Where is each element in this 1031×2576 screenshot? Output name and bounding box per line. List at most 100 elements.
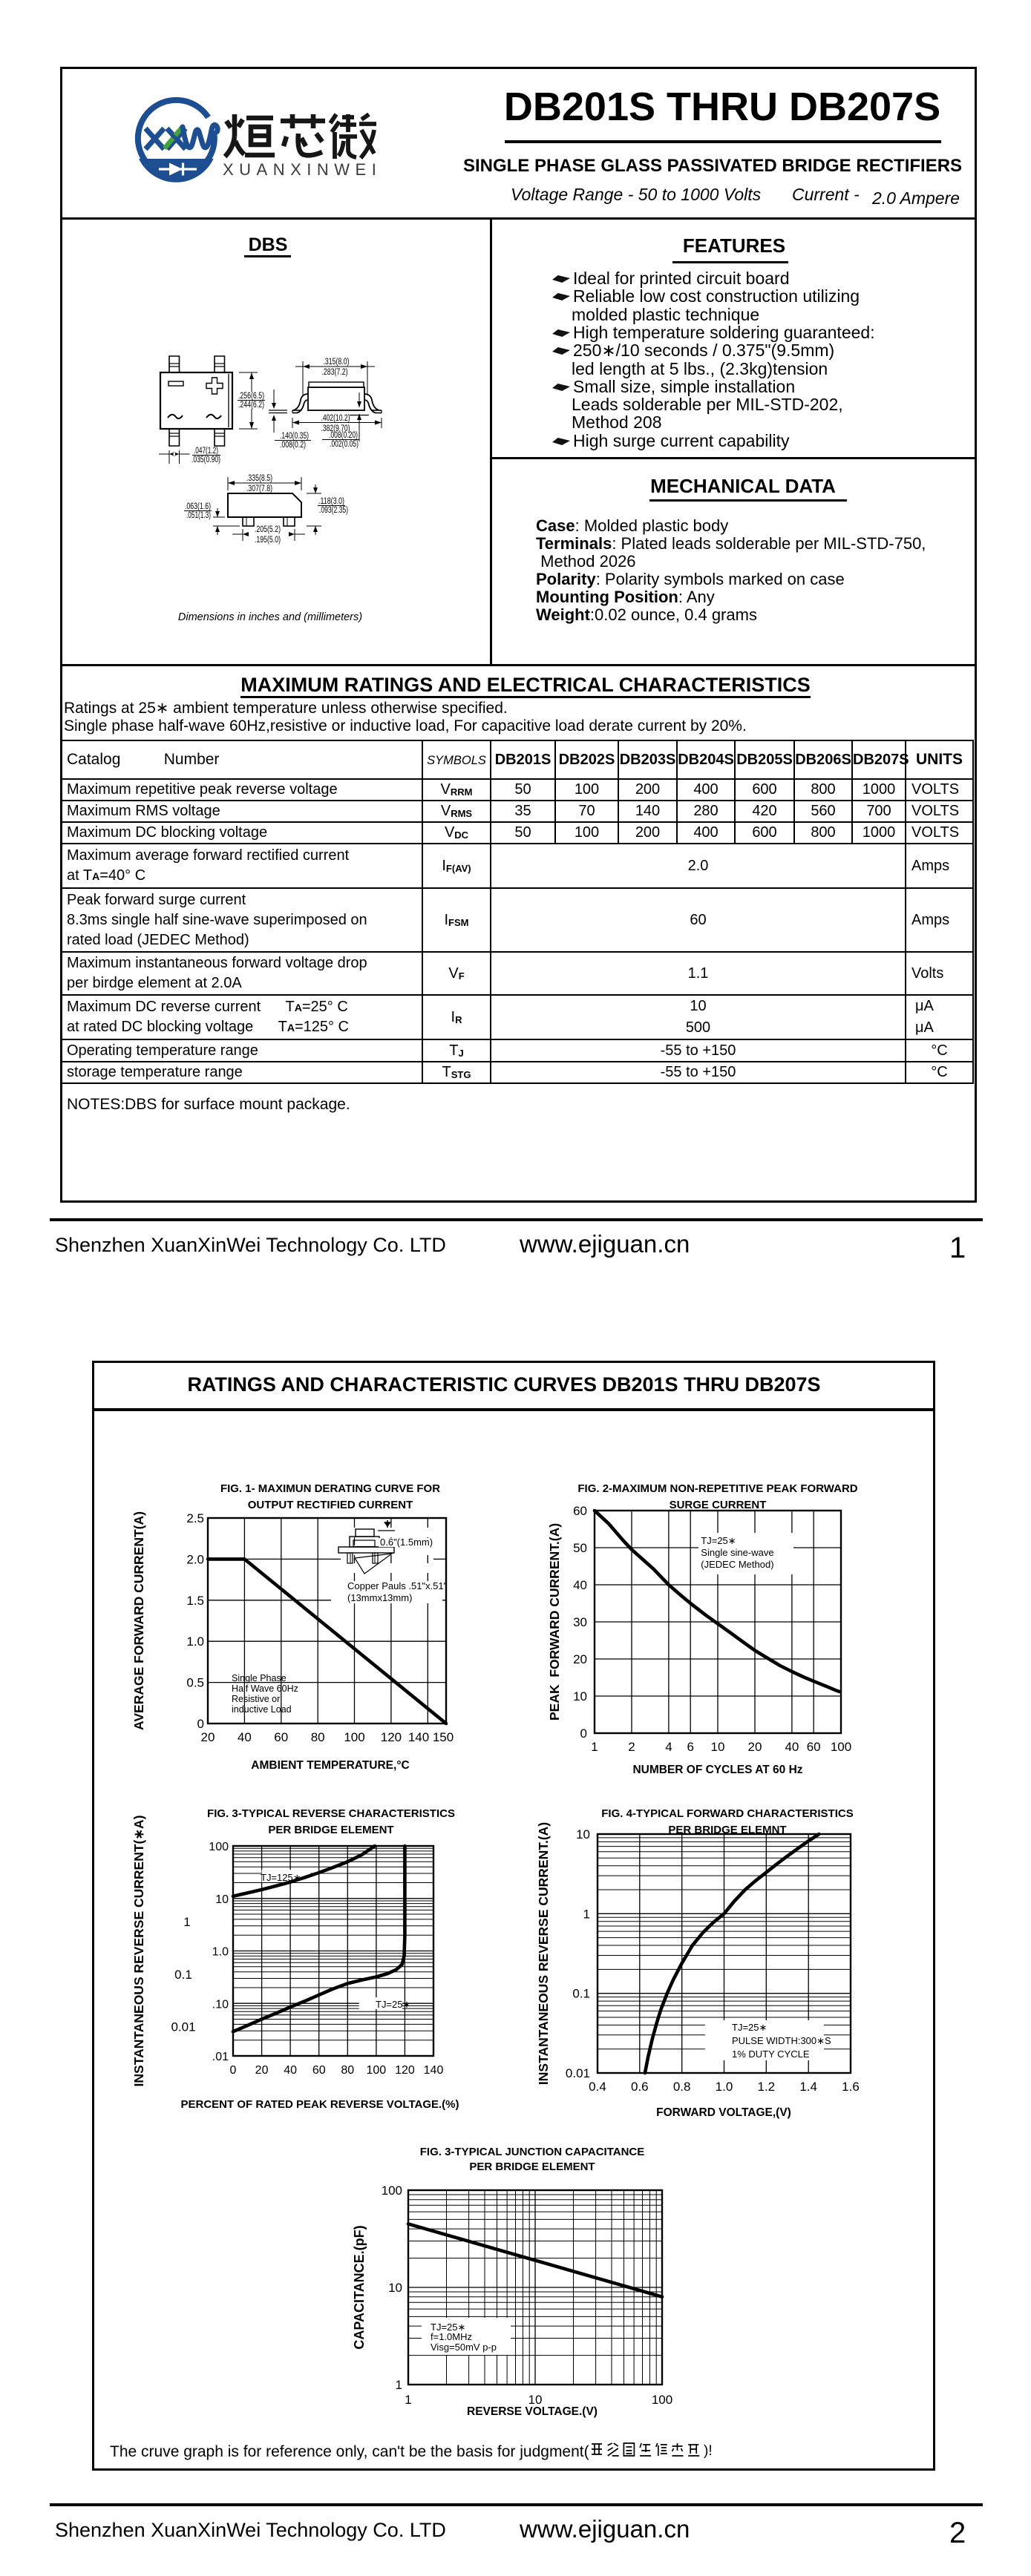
svg-text:1.5: 1.5 <box>186 1594 204 1608</box>
svg-text:FORWARD VOLTAGE,(V): FORWARD VOLTAGE,(V) <box>656 2106 791 2119</box>
svg-text:0: 0 <box>230 2064 237 2077</box>
svg-text:.093(2.35): .093(2.35) <box>319 506 348 515</box>
svg-text:40: 40 <box>284 2064 297 2077</box>
svg-text:1.0: 1.0 <box>186 1634 204 1649</box>
svg-text:6: 6 <box>687 1740 693 1754</box>
svg-text:1: 1 <box>405 2393 411 2407</box>
svg-text:REVERSE VOLTAGE.(V): REVERSE VOLTAGE.(V) <box>467 2405 598 2418</box>
svg-text:INSTANTANEOUS REVERSE CURRENT(: INSTANTANEOUS REVERSE CURRENT(∗A) <box>131 1816 146 2087</box>
svg-text:1: 1 <box>591 1740 598 1754</box>
svg-text:.195(5.0): .195(5.0) <box>255 536 281 545</box>
svg-text:140: 140 <box>408 1730 429 1744</box>
svg-text:0.5: 0.5 <box>186 1676 204 1690</box>
svg-text:.315(8.0): .315(8.0) <box>324 358 350 367</box>
svg-text:80: 80 <box>311 1730 325 1744</box>
svg-text:Single sine-wave: Single sine-wave <box>701 1547 773 1558</box>
svg-text:0.8: 0.8 <box>673 2080 691 2094</box>
svg-text:.335(8.5): .335(8.5) <box>246 474 272 483</box>
svg-text:.01: .01 <box>212 2051 229 2063</box>
svg-text:(JEDEC Method): (JEDEC Method) <box>701 1559 773 1570</box>
svg-text:PER BRIDGE ELEMNT: PER BRIDGE ELEMNT <box>668 1824 786 1836</box>
svg-text:TJ=25∗: TJ=25∗ <box>732 2022 767 2033</box>
svg-text:1.0: 1.0 <box>212 1946 229 1959</box>
svg-text:20: 20 <box>573 1652 587 1666</box>
svg-text:.008(0.2): .008(0.2) <box>280 441 306 450</box>
svg-text:1.4: 1.4 <box>799 2080 817 2094</box>
svg-text:TJ=25∗: TJ=25∗ <box>376 1999 410 2010</box>
svg-text:0.01: 0.01 <box>566 2066 590 2080</box>
svg-text:1.0: 1.0 <box>716 2080 733 2094</box>
svg-text:10: 10 <box>215 1893 229 1906</box>
svg-text:FIG. 2-MAXIMUM NON-REPETITIVE: FIG. 2-MAXIMUM NON-REPETITIVE PEAK FORWA… <box>577 1482 857 1495</box>
svg-text:1: 1 <box>183 1915 190 1929</box>
svg-text:FIG. 1- MAXIMUN DERATING CURVE: FIG. 1- MAXIMUN DERATING CURVE FOR <box>220 1482 440 1495</box>
svg-text:50: 50 <box>573 1541 587 1555</box>
svg-text:SURGE CURRENT: SURGE CURRENT <box>670 1499 767 1511</box>
svg-text:0.01: 0.01 <box>171 2020 195 2034</box>
svg-text:20: 20 <box>201 1730 215 1744</box>
svg-text:FIG. 4-TYPICAL FORWARD CHARACT: FIG. 4-TYPICAL FORWARD CHARACTERISTICS <box>601 1807 853 1820</box>
svg-text:TJ=125∗: TJ=125∗ <box>261 1872 301 1883</box>
svg-text:.035(0.90): .035(0.90) <box>192 456 220 464</box>
svg-text:100: 100 <box>382 2184 402 2198</box>
svg-text:2: 2 <box>628 1740 635 1754</box>
svg-text:0.6: 0.6 <box>631 2080 649 2094</box>
svg-text:0.4: 0.4 <box>589 2080 606 2094</box>
svg-text:.118(3.0): .118(3.0) <box>318 497 344 506</box>
svg-text:60: 60 <box>312 2064 326 2077</box>
svg-text:.10: .10 <box>212 1998 229 2011</box>
svg-text:PER BRIDGE ELEMENT: PER BRIDGE ELEMENT <box>268 1824 393 1836</box>
svg-text:inductive Load: inductive Load <box>232 1704 292 1715</box>
svg-text:40: 40 <box>238 1730 252 1744</box>
svg-text:.244(6.2): .244(6.2) <box>238 401 264 410</box>
svg-text:80: 80 <box>341 2064 354 2077</box>
svg-text:PEAK FORWARD CURRENT.(A): PEAK FORWARD CURRENT.(A) <box>547 1523 562 1721</box>
svg-text:.051(1.3): .051(1.3) <box>186 511 211 520</box>
svg-text:100: 100 <box>209 1841 229 1853</box>
svg-text:2.0: 2.0 <box>186 1552 204 1566</box>
svg-text:AMBIENT TEMPERATURE,°C: AMBIENT TEMPERATURE,°C <box>251 1759 409 1772</box>
svg-text:10: 10 <box>388 2281 402 2295</box>
svg-text:f=1.0MHz: f=1.0MHz <box>431 2331 472 2342</box>
svg-text:1% DUTY CYCLE: 1% DUTY CYCLE <box>732 2048 810 2060</box>
svg-text:.283(7.2): .283(7.2) <box>322 368 348 377</box>
svg-text:Single Phase: Single Phase <box>232 1673 287 1683</box>
svg-text:60: 60 <box>807 1740 821 1754</box>
svg-text:INSTANTANEOUS REVERSE CURRENT.: INSTANTANEOUS REVERSE CURRENT.(A) <box>536 1822 551 2085</box>
svg-text:40: 40 <box>785 1740 799 1754</box>
svg-text:0.6"(1.5mm): 0.6"(1.5mm) <box>380 1537 433 1548</box>
svg-text:120: 120 <box>395 2064 415 2077</box>
svg-text:1.2: 1.2 <box>758 2080 776 2094</box>
svg-text:20: 20 <box>748 1740 762 1754</box>
svg-text:10: 10 <box>528 2393 543 2407</box>
svg-text:60: 60 <box>573 1504 587 1518</box>
svg-text:40: 40 <box>573 1578 587 1592</box>
svg-text:.008(0.20): .008(0.20) <box>329 431 358 440</box>
svg-text:140: 140 <box>424 2064 444 2077</box>
svg-text:100: 100 <box>344 1730 364 1744</box>
svg-text:AVERAGE FORWARD CURRENT(A): AVERAGE FORWARD CURRENT(A) <box>131 1511 146 1730</box>
svg-text:TJ=25∗: TJ=25∗ <box>431 2322 465 2333</box>
svg-text:150: 150 <box>433 1730 454 1744</box>
svg-text:1: 1 <box>583 1907 590 1921</box>
svg-text:.063(1.6): .063(1.6) <box>185 502 211 511</box>
svg-text:2.5: 2.5 <box>186 1511 204 1525</box>
svg-text:.047(1.2): .047(1.2) <box>194 447 218 456</box>
svg-text:Half Wave 60Hz: Half Wave 60Hz <box>232 1683 298 1694</box>
svg-text:10: 10 <box>711 1740 725 1754</box>
svg-text:120: 120 <box>381 1730 402 1744</box>
svg-text:30: 30 <box>573 1615 587 1629</box>
svg-text:NUMBER OF CYCLES AT 60 Hz: NUMBER OF CYCLES AT 60 Hz <box>632 1764 802 1776</box>
svg-text:OUTPUT RECTIFIED CURRENT: OUTPUT RECTIFIED CURRENT <box>248 1499 413 1511</box>
svg-text:1.6: 1.6 <box>842 2080 860 2094</box>
svg-text:.140(0.35): .140(0.35) <box>280 432 309 441</box>
svg-text:Visg=50mV p-p: Visg=50mV p-p <box>431 2342 497 2353</box>
svg-text:FIG. 3-TYPICAL REVERSE CHARACT: FIG. 3-TYPICAL REVERSE CHARACTERISTICS <box>207 1807 455 1820</box>
svg-text:.402(10.2): .402(10.2) <box>321 414 350 423</box>
svg-text:0: 0 <box>580 1726 587 1741</box>
svg-text:FIG. 3-TYPICAL JUNCTION CAPACI: FIG. 3-TYPICAL JUNCTION CAPACITANCE <box>420 2146 645 2158</box>
svg-text:PER BRIDGE ELEMENT: PER BRIDGE ELEMENT <box>469 2161 595 2173</box>
svg-text:0.1: 0.1 <box>572 1987 590 2001</box>
svg-text:PERCENT OF RATED PEAK REVERSE: PERCENT OF RATED PEAK REVERSE VOLTAGE.(%… <box>180 2098 459 2111</box>
svg-text:TJ=25∗: TJ=25∗ <box>701 1535 736 1546</box>
